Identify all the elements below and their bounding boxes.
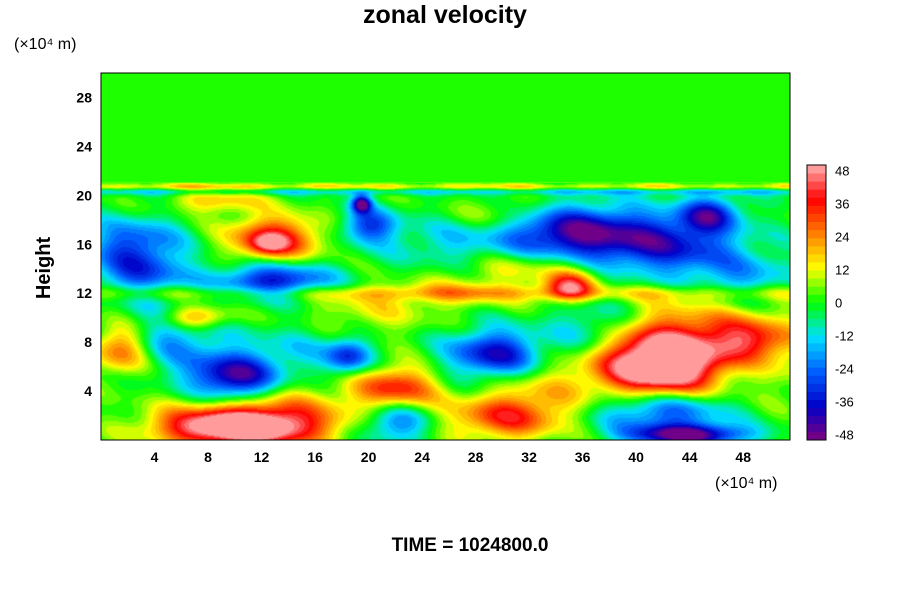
x-tick-label: 12: [254, 449, 270, 465]
colorbar-cells: [807, 165, 826, 441]
colorbar-cell: [807, 383, 826, 392]
colorbar-cell: [807, 342, 826, 352]
y-tick-label: 20: [76, 187, 92, 203]
x-tick-label: 48: [735, 449, 751, 465]
colorbar-tick-label: 12: [835, 263, 849, 278]
x-tick-label: 20: [361, 449, 377, 465]
colorbar-tick-label: 0: [835, 296, 842, 311]
colorbar-tick-label: 36: [835, 197, 849, 212]
x-tick-label: 40: [628, 449, 644, 465]
y-tick-labels: 4 8 12 16 20 24 28: [76, 90, 92, 400]
colorbar-cell: [807, 334, 826, 344]
colorbar-cell: [807, 431, 826, 441]
colorbar-cell: [807, 221, 826, 231]
colorbar-cell: [807, 294, 826, 303]
colorbar-cell: [807, 318, 826, 328]
x-tick-label: 16: [307, 449, 323, 465]
colorbar-cell: [807, 165, 826, 174]
y-tick-label: 16: [76, 236, 92, 252]
colorbar-cell: [807, 399, 826, 409]
plot-frame: [100, 72, 791, 441]
colorbar-cell: [807, 326, 826, 336]
colorbar-cell: [807, 302, 826, 311]
colorbar-tick-labels: 48 36 24 12 0 -12 -24 -36 -48: [835, 164, 854, 443]
x-tick-label: 44: [682, 449, 698, 465]
colorbar-cell: [807, 359, 826, 368]
y-tick-label: 12: [76, 285, 92, 301]
colorbar-cell: [807, 391, 826, 400]
colorbar-cell: [807, 189, 826, 198]
x-tick-label: 4: [151, 449, 159, 465]
colorbar-cell: [807, 213, 826, 223]
colorbar-cell: [807, 173, 826, 182]
colorbar-cell: [807, 423, 826, 433]
y-axis-title: Height: [33, 237, 55, 300]
y-tick-label: 8: [84, 334, 92, 350]
colorbar-cell: [807, 270, 826, 279]
x-tick-label: 32: [521, 449, 537, 465]
time-label: TIME = 1024800.0: [392, 535, 549, 556]
y-tick-label: 4: [84, 383, 92, 399]
colorbar-tick-label: -36: [835, 395, 854, 410]
colorbar-cell: [807, 278, 826, 287]
colorbar-cell: [807, 181, 826, 190]
x-tick-label: 36: [575, 449, 591, 465]
colorbar-cell: [807, 286, 826, 295]
colorbar-cell: [807, 197, 826, 206]
colorbar-tick-label: 48: [835, 164, 849, 179]
colorbar-cell: [807, 367, 826, 376]
colorbar-tick-label: -48: [835, 428, 854, 443]
x-tick-labels: 4 8 12 16 20 24 28 32 36 40 44 48: [151, 449, 752, 465]
colorbar-cell: [807, 245, 826, 255]
colorbar: 48 36 24 12 0 -12 -24 -36 -48: [806, 164, 854, 443]
y-axis-label: Height: [33, 237, 55, 300]
colorbar-cell: [807, 407, 826, 417]
colorbar-cell: [807, 237, 826, 247]
colorbar-frame: [806, 164, 827, 441]
colorbar-cell: [807, 229, 826, 239]
colorbar-cell: [807, 415, 826, 425]
colorbar-tick-label: -12: [835, 329, 854, 344]
x-tick-label: 24: [414, 449, 430, 465]
colorbar-cell: [807, 253, 826, 263]
colorbar-cell: [807, 310, 826, 320]
colorbar-cell: [807, 262, 826, 271]
chart-title: zonal velocity: [363, 1, 527, 29]
x-tick-label: 8: [204, 449, 212, 465]
colorbar-cell: [807, 205, 826, 214]
colorbar-tick-label: 24: [835, 230, 849, 245]
x-tick-label: 28: [468, 449, 484, 465]
y-unit-label: (×10⁴ m): [14, 36, 76, 53]
colorbar-cell: [807, 351, 826, 360]
y-tick-label: 28: [76, 90, 92, 106]
colorbar-cell: [807, 375, 826, 384]
heatmap-field: [101, 73, 790, 440]
plot-area: [100, 72, 791, 441]
y-tick-label: 24: [76, 138, 92, 154]
colorbar-tick-label: -24: [835, 362, 854, 377]
x-unit-label: (×10⁴ m): [715, 475, 777, 492]
